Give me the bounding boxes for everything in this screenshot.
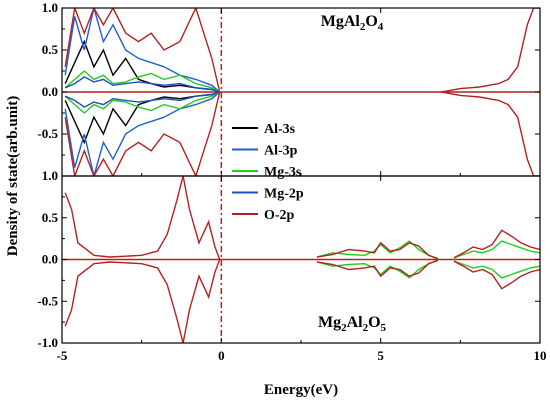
y-tick-label: 0.5	[42, 42, 59, 57]
y-tick-label: 0.0	[42, 252, 58, 267]
y-tick-label: 1.0	[42, 168, 58, 183]
series-line-mg-3s-up	[64, 70, 221, 93]
panel-2-curves	[62, 176, 540, 343]
panel-2-title: Mg2Al2O5	[318, 314, 387, 334]
series-line-o-2p-up	[453, 229, 540, 259]
series-line-mg-2p-up	[64, 76, 220, 93]
series-line-o-2p-up	[64, 176, 221, 260]
series-line-o-2p-down	[453, 260, 540, 290]
series-line-o-2p-up	[64, 8, 221, 93]
legend: Al-3s Al-3p Mg-3s Mg-2p O-2p	[232, 122, 304, 223]
panel-1-title: MgAl2O4	[321, 13, 384, 33]
y-tick-label: -0.5	[37, 126, 58, 141]
x-tick-label: 10	[534, 348, 547, 363]
x-tick-label: -5	[57, 348, 68, 363]
series-line-o-2p-down	[441, 91, 540, 176]
y-tick-label: 0.5	[42, 210, 59, 225]
series-line-mg-3s-down	[316, 259, 439, 279]
panel-1-curves	[62, 8, 540, 176]
series-line-o-2p-up	[441, 8, 540, 93]
legend-label-al-3s: Al-3s	[264, 122, 296, 137]
y-tick-label: 1.0	[42, 0, 58, 15]
y-tick-label: 0.0	[42, 84, 58, 99]
series-line-al-3p-down	[64, 91, 221, 176]
y-axis-label: Density of state(arb.unit)	[5, 96, 21, 256]
series-line-al-3p-up	[64, 8, 221, 93]
series-line-o-2p-down	[316, 259, 439, 278]
series-line-o-2p-down	[64, 91, 221, 176]
series-line-o-2p-down	[64, 259, 221, 343]
series-line-mg-2p-down	[64, 91, 220, 108]
x-tick-label: 5	[377, 348, 384, 363]
legend-label-o-2p: O-2p	[264, 208, 295, 223]
plot-area	[62, 8, 540, 343]
series-line-mg-3s-down	[64, 91, 221, 114]
legend-label-mg-2p: Mg-2p	[264, 187, 304, 202]
series-line-mg-3s-down	[453, 260, 540, 279]
legend-label-al-3p: Al-3p	[264, 144, 298, 159]
legend-label-mg-3s: Mg-3s	[264, 165, 302, 180]
series-line-mg-3s-up	[453, 240, 540, 259]
x-axis-label: Energy(eV)	[264, 382, 338, 398]
y-tick-label: -0.5	[37, 293, 58, 308]
axis-ticks: -0.5 0.0 0.5 1.0 -1.0 -0.5 0.0 0.5 1.0 -5 0 5 10	[37, 0, 546, 363]
series-line-mg-3s-up	[316, 240, 439, 260]
x-tick-label: 0	[218, 348, 225, 363]
series-line-o-2p-up	[316, 241, 439, 260]
y-tick-label: -1.0	[37, 335, 58, 350]
panel-titles: MgAl2O4 Mg2Al2O5	[318, 13, 387, 334]
